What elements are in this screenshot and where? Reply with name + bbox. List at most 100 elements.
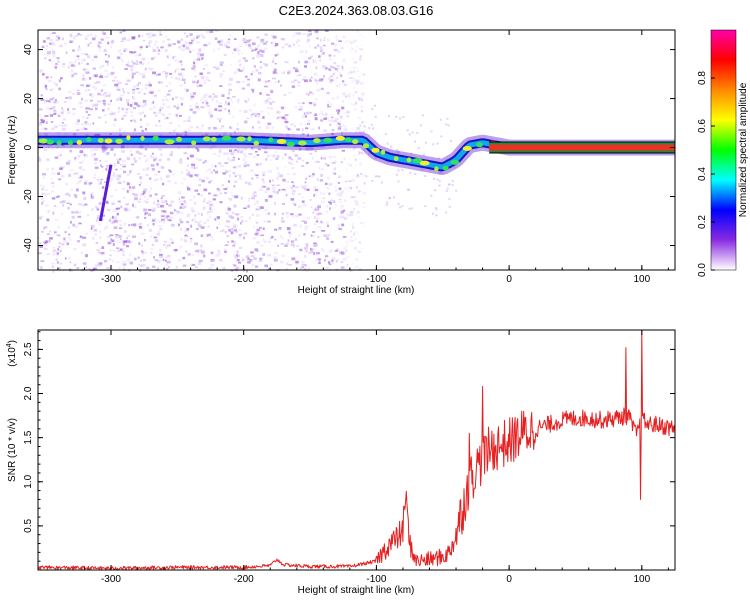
- noise-speck: [339, 251, 343, 255]
- noise-speck: [264, 80, 268, 83]
- noise-speck: [315, 30, 318, 33]
- noise-speck: [219, 73, 224, 75]
- noise-speck: [136, 216, 140, 219]
- noise-speck: [61, 127, 66, 131]
- noise-speck: [180, 203, 184, 206]
- noise-speck: [77, 48, 81, 51]
- noise-speck: [434, 189, 437, 192]
- noise-speck: [193, 62, 197, 65]
- noise-speck: [257, 120, 260, 123]
- noise-speck: [94, 103, 99, 107]
- noise-speck: [116, 86, 120, 90]
- noise-speck: [114, 188, 118, 191]
- noise-speck: [128, 240, 131, 244]
- ridge-blob: [67, 140, 73, 146]
- noise-speck: [287, 239, 290, 242]
- noise-speck: [147, 212, 149, 215]
- noise-speck: [44, 127, 48, 130]
- noise-speck: [198, 158, 202, 162]
- noise-speck: [146, 123, 150, 126]
- noise-speck: [243, 207, 247, 209]
- noise-speck: [237, 59, 241, 63]
- noise-speck: [156, 46, 159, 49]
- noise-speck: [321, 197, 325, 199]
- noise-speck: [330, 240, 334, 243]
- noise-speck: [362, 191, 366, 195]
- noise-speck: [180, 103, 183, 106]
- noise-speck: [264, 209, 268, 212]
- noise-speck: [295, 186, 299, 189]
- noise-speck: [59, 167, 63, 170]
- noise-speck: [113, 153, 116, 157]
- noise-speck: [144, 101, 147, 105]
- noise-speck: [247, 199, 250, 202]
- noise-speck: [283, 152, 286, 155]
- noise-speck: [153, 179, 156, 182]
- noise-speck: [44, 133, 48, 136]
- noise-speck: [165, 259, 167, 262]
- noise-speck: [378, 175, 381, 178]
- noise-speck: [361, 133, 364, 137]
- noise-speck: [174, 59, 178, 62]
- noise-speck: [93, 229, 98, 232]
- noise-speck: [60, 77, 63, 80]
- noise-speck: [348, 81, 352, 84]
- noise-speck: [123, 50, 126, 52]
- noise-speck: [110, 147, 114, 151]
- noise-speck: [363, 148, 366, 151]
- noise-speck: [431, 212, 434, 215]
- noise-speck: [140, 143, 143, 147]
- ridge-blob: [406, 157, 412, 163]
- noise-speck: [190, 166, 194, 169]
- noise-speck: [149, 194, 152, 198]
- noise-speck: [93, 267, 97, 270]
- noise-speck: [150, 108, 154, 111]
- noise-speck: [278, 111, 282, 114]
- noise-speck: [45, 107, 50, 110]
- noise-speck: [211, 164, 215, 167]
- noise-speck: [115, 83, 119, 86]
- noise-speck: [162, 220, 166, 224]
- noise-speck: [280, 84, 282, 87]
- noise-speck: [132, 88, 136, 91]
- noise-speck: [244, 161, 248, 164]
- noise-speck: [70, 64, 75, 67]
- noise-speck: [56, 146, 59, 149]
- noise-speck: [56, 254, 59, 257]
- noise-speck: [207, 111, 212, 115]
- noise-speck: [52, 211, 55, 215]
- noise-speck: [323, 39, 326, 41]
- noise-speck: [355, 202, 358, 205]
- noise-speck: [277, 175, 280, 179]
- noise-speck: [175, 68, 180, 71]
- noise-speck: [320, 87, 324, 90]
- noise-speck: [85, 179, 89, 183]
- noise-speck: [154, 193, 158, 196]
- noise-speck: [128, 186, 131, 189]
- noise-speck: [76, 267, 80, 269]
- noise-speck: [206, 234, 209, 237]
- noise-speck: [137, 91, 142, 94]
- noise-speck: [242, 38, 246, 42]
- noise-speck: [262, 63, 266, 65]
- noise-speck: [77, 119, 80, 123]
- noise-speck: [49, 107, 53, 110]
- noise-speck: [451, 179, 454, 182]
- noise-speck: [126, 182, 130, 186]
- y-tick-label: 1.5: [23, 430, 34, 444]
- noise-speck: [159, 249, 162, 252]
- noise-speck: [264, 33, 268, 36]
- noise-speck: [193, 61, 195, 65]
- noise-speck: [119, 128, 121, 132]
- colorbar-ticks: 0.00.20.40.60.8: [697, 71, 715, 277]
- noise-speck: [343, 128, 348, 131]
- noise-speck: [65, 97, 68, 99]
- noise-speck: [336, 68, 339, 72]
- noise-speck: [327, 100, 330, 103]
- noise-speck: [97, 100, 102, 103]
- noise-speck: [342, 35, 346, 38]
- noise-speck: [157, 49, 161, 52]
- noise-speck: [134, 160, 137, 163]
- noise-speck: [341, 75, 343, 78]
